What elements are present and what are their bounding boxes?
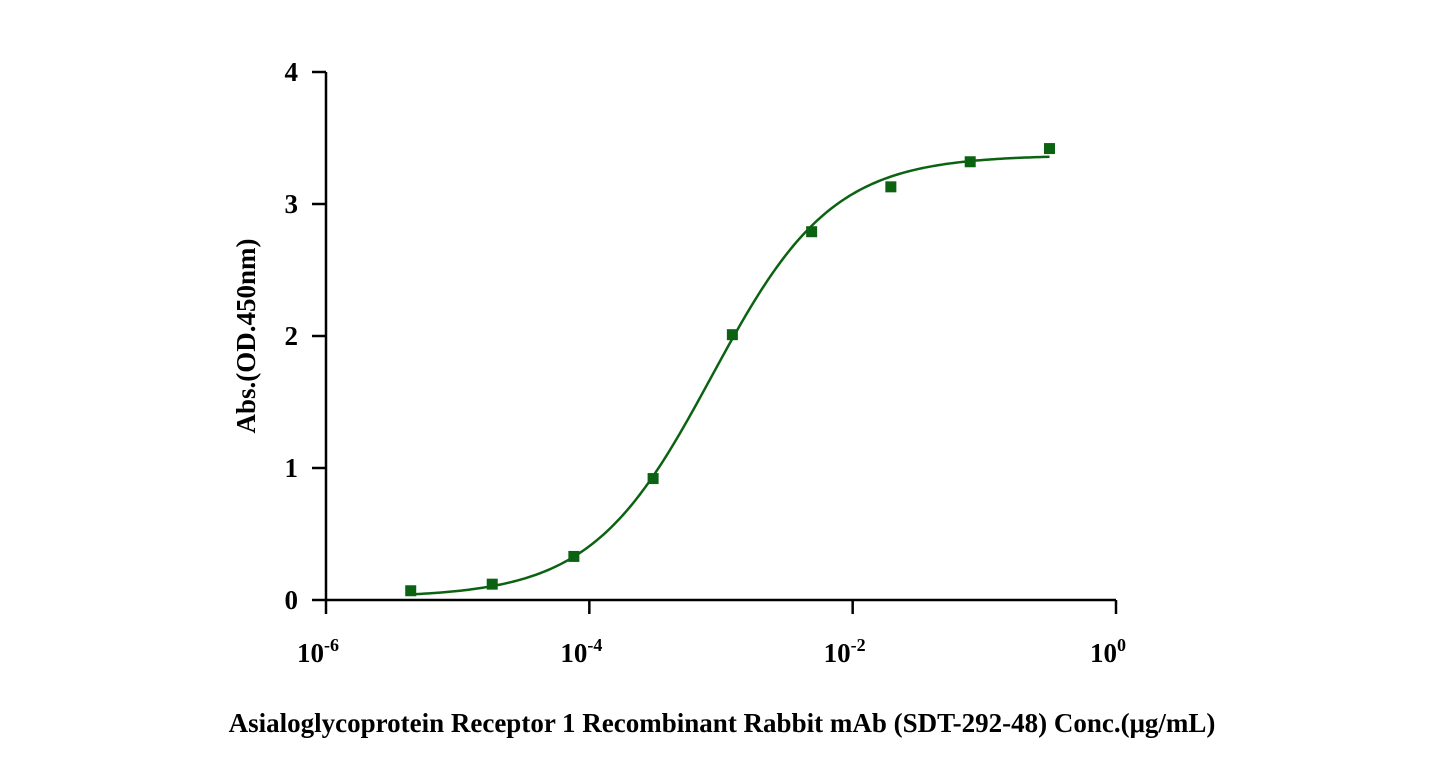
x-tick-label: 100 — [1090, 635, 1126, 668]
x-tick-exponent: -6 — [324, 635, 339, 655]
y-tick-label: 2 — [285, 321, 299, 351]
y-tick-label: 1 — [285, 453, 299, 483]
x-tick-label: 10-4 — [560, 635, 602, 668]
x-tick-base: 10 — [297, 638, 324, 668]
x-tick-label: 10-6 — [297, 635, 339, 668]
fit-curve — [410, 155, 1050, 596]
x-tick-base: 10 — [560, 638, 587, 668]
x-tick-exponent: -2 — [851, 635, 866, 655]
y-axis-title: Abs.(OD.450nm) — [231, 238, 261, 433]
data-point — [885, 181, 897, 193]
data-point — [806, 226, 818, 238]
data-point — [647, 473, 659, 485]
y-tick-label: 0 — [285, 585, 299, 615]
y-tick-label: 4 — [285, 57, 299, 87]
x-tick-base: 10 — [1090, 638, 1117, 668]
data-points — [405, 143, 1055, 597]
axes — [324, 72, 1116, 602]
x-axis-title: Asialoglycoprotein Receptor 1 Recombinan… — [229, 708, 1216, 738]
x-tick-exponent: -4 — [587, 635, 602, 655]
data-point — [726, 329, 738, 341]
x-tick-exponent: 0 — [1117, 635, 1126, 655]
y-ticks: 0 1 2 3 4 — [285, 57, 326, 615]
x-tick-base: 10 — [824, 638, 851, 668]
y-tick-label: 3 — [285, 189, 299, 219]
data-point — [405, 585, 417, 597]
data-point — [486, 578, 498, 590]
data-point — [568, 550, 580, 562]
data-point — [1043, 143, 1055, 155]
data-point — [964, 156, 976, 168]
x-ticks: 10-6 10-4 10-2 100 — [297, 600, 1126, 668]
x-tick-label: 10-2 — [824, 635, 866, 668]
